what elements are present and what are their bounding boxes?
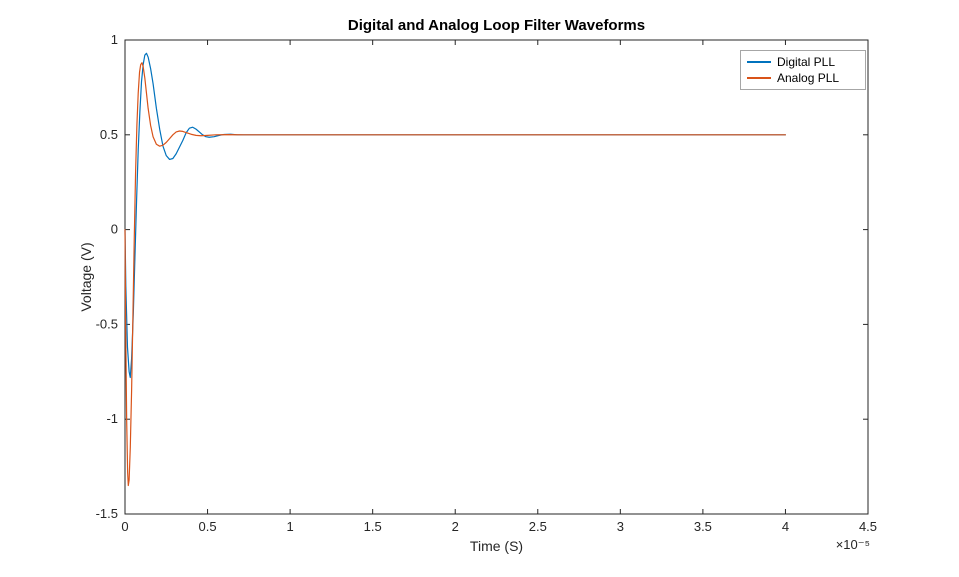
series-line-digital-pll (124, 52, 787, 379)
y-tick-label: -1 (106, 411, 118, 426)
y-tick-label: 1 (111, 32, 118, 47)
y-tick-label: 0 (111, 222, 118, 237)
x-tick-label: 3.5 (694, 519, 712, 534)
x-tick-label: 4.5 (859, 519, 877, 534)
legend-label-digital-pll: Digital PLL (777, 55, 836, 69)
x-tick-label: 1.5 (364, 519, 382, 534)
legend-entry-digital-pll: Digital PLL (747, 54, 859, 70)
analog-pll-line-sample-icon (747, 77, 771, 79)
chart-title: Digital and Analog Loop Filter Waveforms (347, 17, 646, 34)
x-tick-label: 2 (452, 519, 459, 534)
y-tick-label: -1.5 (96, 506, 118, 521)
series-line-analog-pll (124, 62, 787, 487)
legend: Digital PLL Analog PLL (740, 50, 866, 90)
x-tick-label: 0.5 (199, 519, 217, 534)
legend-entry-analog-pll: Analog PLL (747, 70, 859, 86)
x-tick-label: 1 (286, 519, 293, 534)
x-tick-label: 3 (617, 519, 624, 534)
digital-pll-line-sample-icon (747, 61, 771, 63)
legend-label-analog-pll: Analog PLL (777, 71, 840, 85)
x-tick-label: 0 (121, 519, 128, 534)
y-tick-label: -0.5 (96, 316, 118, 331)
y-tick-label: 0.5 (100, 127, 118, 142)
x-axis-exponent-label: ×10⁻⁵ (835, 537, 870, 552)
x-axis-label: Time (S) (469, 538, 524, 554)
x-tick-label: 4 (782, 519, 789, 534)
x-tick-label: 2.5 (529, 519, 547, 534)
